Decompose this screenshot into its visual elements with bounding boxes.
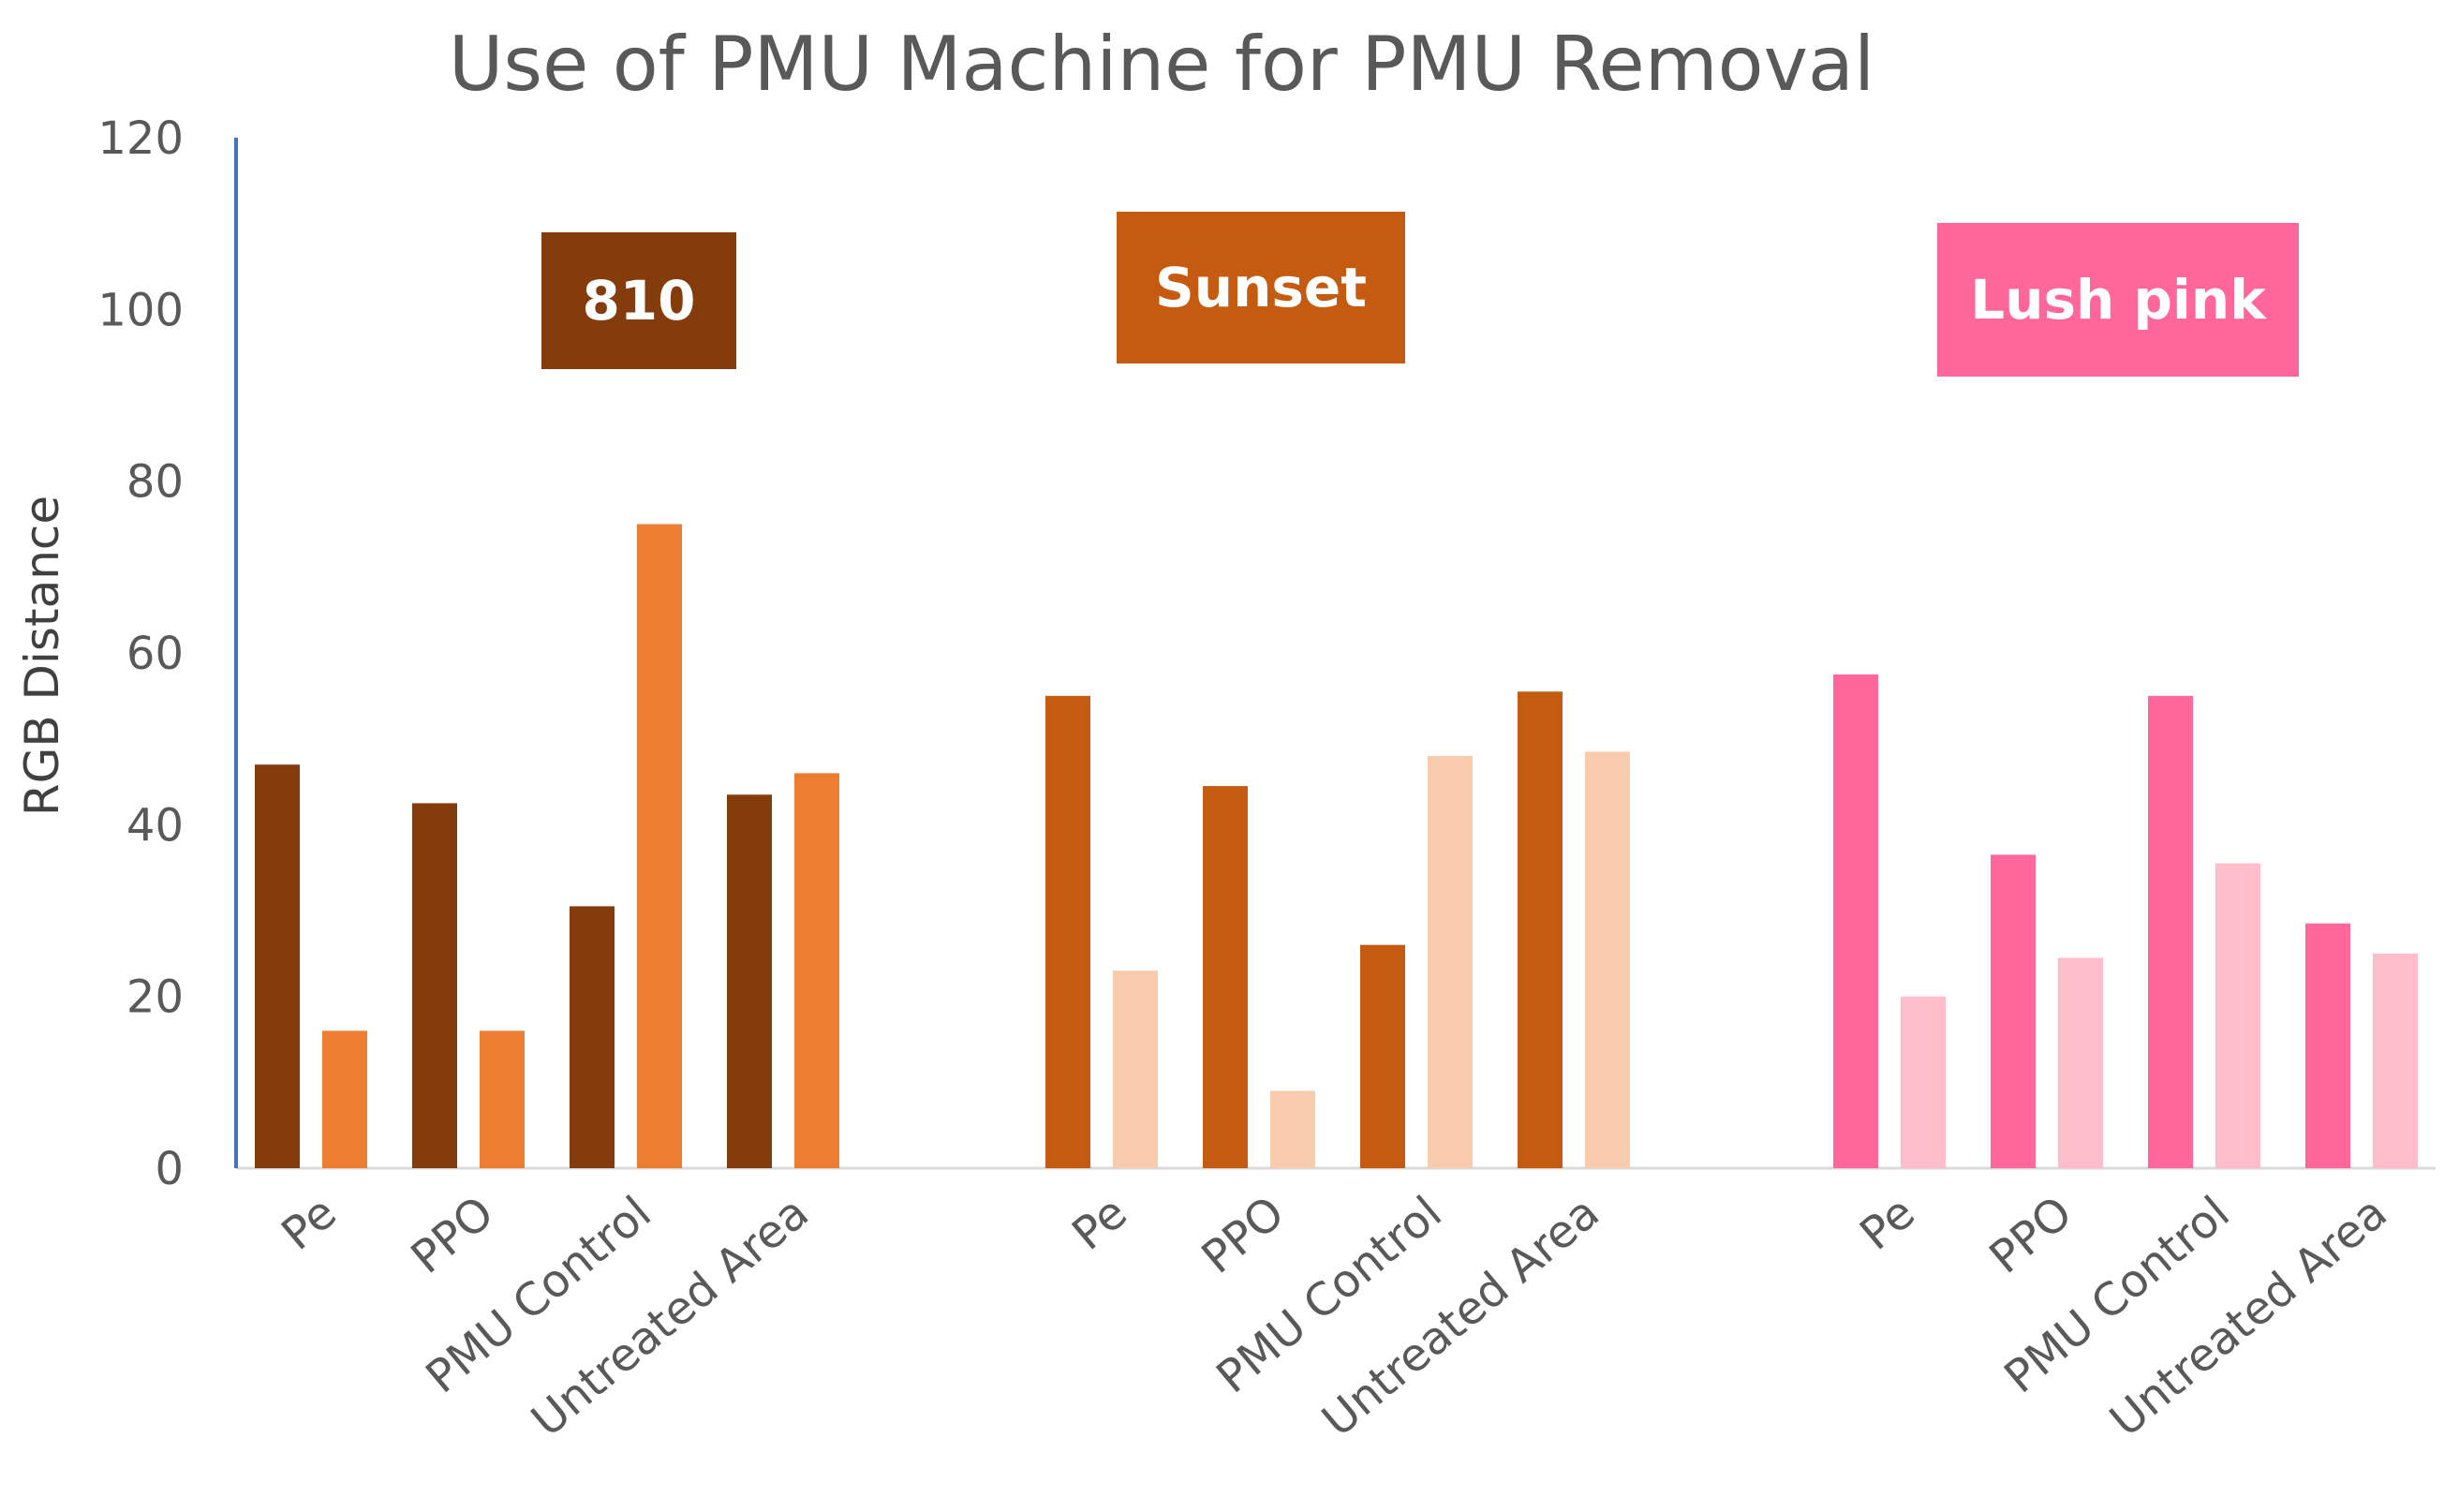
category-label: Untreated Area — [2100, 1186, 2397, 1447]
bar-after — [1270, 1090, 1315, 1168]
bar-after — [322, 1030, 367, 1168]
bar-after — [480, 1030, 525, 1168]
y-tick-label: 120 — [97, 112, 184, 165]
group-label-box — [1937, 223, 2299, 377]
group-label: 810 — [582, 269, 695, 333]
category-label: PPO — [401, 1186, 503, 1283]
bar-before — [1833, 674, 1878, 1168]
bar-before — [1518, 691, 1563, 1168]
group-label-box — [541, 232, 736, 369]
y-tick-label: 60 — [126, 628, 184, 680]
category-label: Pe — [272, 1186, 346, 1260]
y-tick-label: 40 — [126, 799, 184, 852]
y-tick-label: 0 — [155, 1143, 184, 1195]
category-label: Pe — [1850, 1186, 1924, 1260]
bar-after — [2373, 953, 2418, 1168]
y-tick-label: 80 — [126, 456, 184, 509]
y-axis-label: RGB Distance — [15, 496, 69, 816]
group-label: Lush pink — [1970, 268, 2267, 332]
bar-after — [794, 773, 839, 1168]
bar-after — [637, 524, 682, 1168]
bars-layer — [255, 524, 2418, 1168]
chart-title: Use of PMU Machine for PMU Removal — [449, 21, 1874, 108]
category-label: PPO — [1979, 1186, 2081, 1283]
group-labels-layer: 810 Sunset Lush pink — [541, 212, 2299, 377]
y-tick-label: 20 — [126, 971, 184, 1024]
bar-before — [727, 794, 772, 1168]
bar-after — [1585, 751, 1630, 1168]
category-label: Untreated Area — [522, 1186, 819, 1447]
bar-after — [2215, 863, 2260, 1168]
category-label: Pe — [1062, 1186, 1136, 1260]
y-tick-label: 100 — [97, 284, 184, 336]
bar-before — [1203, 786, 1248, 1168]
category-label: Untreated Area — [1312, 1186, 1609, 1447]
bar-after — [1113, 971, 1158, 1168]
y-axis-ticks: 0 20 40 60 80 100 120 — [97, 112, 184, 1195]
category-label: PPO — [1192, 1186, 1294, 1283]
bar-before — [255, 764, 300, 1168]
bar-before — [1045, 695, 1090, 1168]
bar-after — [1428, 756, 1473, 1168]
bar-before — [2148, 695, 2193, 1168]
bar-after — [1901, 996, 1946, 1168]
group-label: Sunset — [1155, 256, 1367, 319]
bar-before — [2305, 923, 2350, 1168]
bar-after — [2058, 957, 2103, 1168]
bar-before — [1991, 854, 2036, 1168]
bar-before — [570, 906, 615, 1168]
bar-before — [412, 803, 457, 1168]
bar-before — [1360, 944, 1405, 1168]
group-label-box — [1117, 212, 1405, 363]
